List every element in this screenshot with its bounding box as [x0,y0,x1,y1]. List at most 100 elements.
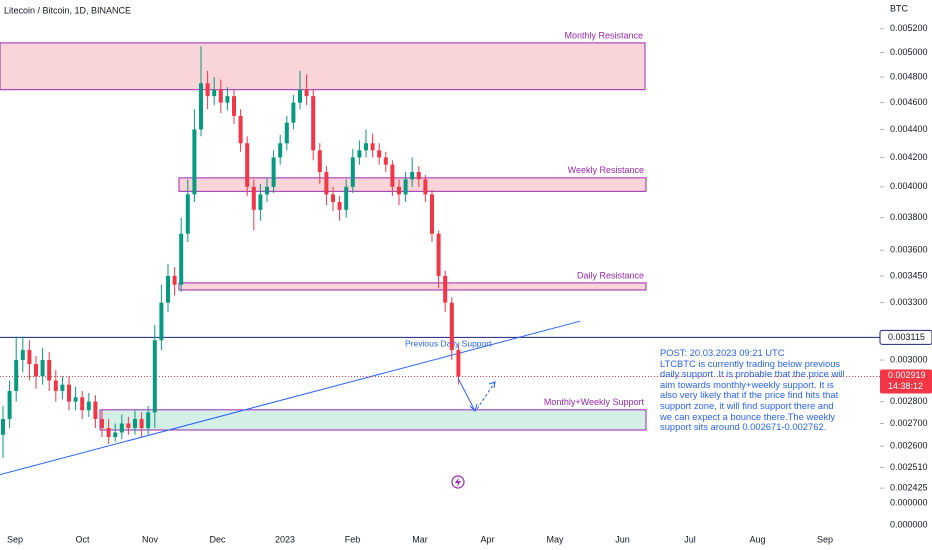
candle-body [449,302,454,351]
candle-body [238,115,243,144]
post-header: POST: 20.03.2023 09:21 UTC [660,347,785,358]
x-tick-label: Jul [684,534,696,544]
candle-body [139,419,144,428]
candle-body [284,122,289,144]
candle-body [100,419,104,428]
axis-unit: BTC [890,3,909,13]
candle-body [166,275,170,303]
candle-body [212,89,217,97]
price-badge [880,369,932,394]
candle-body [298,89,302,103]
candle-body [106,427,111,438]
y-tick-label: 0.002700 [890,418,928,428]
candle-body [271,157,276,187]
candle-body [60,384,65,391]
y-tick-label: 0.000000 [890,519,928,529]
post-body: LTCBTC is currently trading below previo… [660,357,845,433]
candle-body [152,340,157,413]
candle-body [410,171,415,180]
y-tick-label: 0.004800 [890,71,928,81]
candle-body [383,157,388,165]
candle-body [258,194,263,210]
projection-arrow-head [469,403,478,412]
y-tick-label: 0.004400 [890,124,928,134]
y-tick-label: 0.003000 [890,354,928,364]
candle-body [1,419,5,435]
x-tick-label: Aug [749,534,765,544]
candle-body [232,96,236,116]
candle-body [377,150,382,158]
zone-label: Monthly Resistance [564,30,643,40]
y-tick-label: 0.002510 [890,462,928,472]
chart-title: Litecoin / Bitcoin, 1D, BINANCE [4,5,131,15]
candle-body [47,360,52,381]
candle-body [265,186,269,195]
x-tick-label: Feb [345,534,361,544]
y-tick-label: 0.004200 [890,152,928,162]
candle-body [225,96,230,103]
projection-arrow-head [488,381,496,389]
candle-body [218,89,223,103]
candle-body [20,350,25,361]
candle-body [14,360,19,391]
candle-body [179,233,184,285]
event-icon-bolt [455,477,461,487]
candle-body [80,397,85,411]
candle-body [53,380,58,391]
candle-body [311,96,316,151]
candle-body [7,390,12,420]
candle-body [331,194,335,203]
zone-label: Weekly Resistance [568,165,644,175]
candle-body [436,233,441,276]
candle-body [126,423,131,428]
price-badge-label: 0.002919 [888,370,926,380]
zone [0,42,646,91]
candle-body [304,89,309,97]
x-tick-label: Nov [142,534,159,544]
price-countdown: 14:38:12 [888,381,923,391]
y-tick-label: 0.002425 [890,483,928,493]
candle-body [291,102,296,123]
candle-body [199,83,203,130]
candle-body [34,364,38,377]
candle-body [73,397,78,402]
candle-body [113,432,118,438]
y-tick-label: 0.005000 [890,47,928,57]
candle-body [93,401,98,420]
y-tick-label: 0.003600 [890,245,928,255]
candle-body [337,202,342,210]
candle-body [27,350,32,365]
x-tick-label: Mar [412,534,428,544]
candle-body [350,157,355,187]
candle-body [251,186,256,210]
candle-body [192,129,197,195]
candle-body [416,171,421,180]
zone-label: Daily Resistance [577,270,644,280]
x-tick-label: Sep [817,534,833,544]
y-tick-label: 0.003450 [890,270,928,280]
projection-arrow [457,377,476,412]
x-tick-label: 2023 [275,534,295,544]
candle-body [67,384,71,402]
y-tick-label: 0.005200 [890,23,928,33]
candle-body [172,275,177,285]
y-tick-label: 0.004600 [890,97,928,107]
y-tick-label: 0.003300 [890,297,928,307]
y-tick-label: 0.002800 [890,396,928,406]
candle-body [40,360,45,377]
candle-body [86,401,91,411]
candle-body [443,275,448,303]
candle-body [324,171,329,195]
candle-body [245,143,250,187]
candle-body [430,194,434,234]
candle-body [317,150,322,172]
x-tick-label: Oct [75,534,90,544]
candle-body [278,143,283,158]
candle-body [205,83,210,97]
zone [178,282,647,291]
projection-arrow-dashed [476,381,496,410]
x-tick-label: Sep [7,534,23,544]
candle-body [370,143,375,151]
x-tick-label: Dec [209,534,226,544]
